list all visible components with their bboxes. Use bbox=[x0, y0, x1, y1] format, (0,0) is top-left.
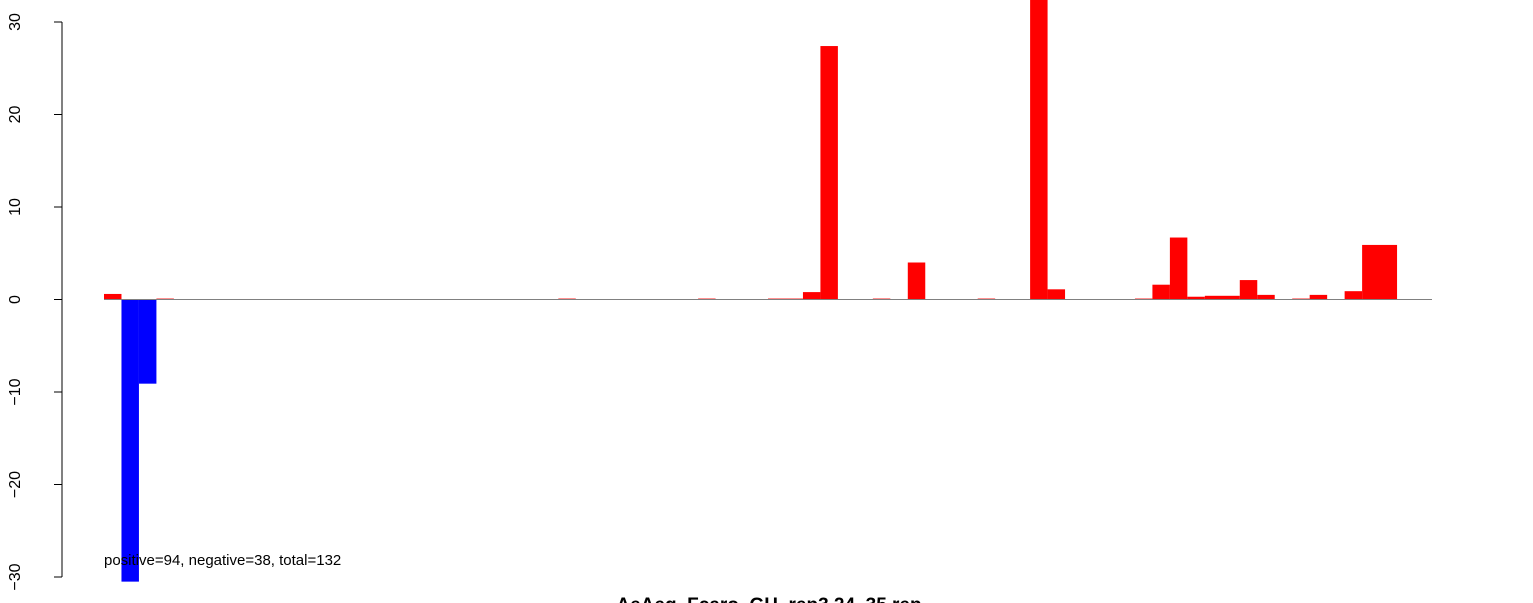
y-tick-label: −10 bbox=[7, 378, 24, 405]
bar-24 bbox=[1152, 285, 1169, 300]
bar-29 bbox=[1257, 295, 1274, 300]
y-tick-label: 0 bbox=[7, 295, 24, 304]
bar-28 bbox=[1240, 280, 1257, 299]
bar-35 bbox=[1362, 245, 1397, 300]
bar-10 bbox=[803, 292, 820, 299]
chart-title: AeAeg_Fcaro_GH_rep3.24_35.rep bbox=[616, 595, 921, 603]
bar-27 bbox=[1205, 296, 1240, 300]
bar-34 bbox=[1345, 291, 1362, 299]
bar-2 bbox=[139, 300, 156, 384]
bar-1 bbox=[121, 300, 138, 582]
y-tick-label: 10 bbox=[7, 198, 24, 216]
bar-0 bbox=[104, 294, 121, 300]
y-tick-label: 20 bbox=[7, 106, 24, 124]
bar-21 bbox=[1048, 289, 1065, 299]
bar-20 bbox=[1030, 0, 1047, 300]
y-tick-label: −20 bbox=[7, 471, 24, 498]
y-tick-label: 30 bbox=[7, 13, 24, 31]
bar-25 bbox=[1170, 238, 1187, 300]
summary-annotation: positive=94, negative=38, total=132 bbox=[104, 552, 341, 569]
bar-11 bbox=[820, 46, 837, 299]
bar-32 bbox=[1310, 295, 1327, 300]
bar-15 bbox=[908, 263, 925, 300]
y-axis: −30 −20 −10 0 10 20 30 bbox=[7, 13, 62, 591]
bars-layer bbox=[104, 0, 1397, 582]
y-tick-label: −30 bbox=[7, 563, 24, 590]
